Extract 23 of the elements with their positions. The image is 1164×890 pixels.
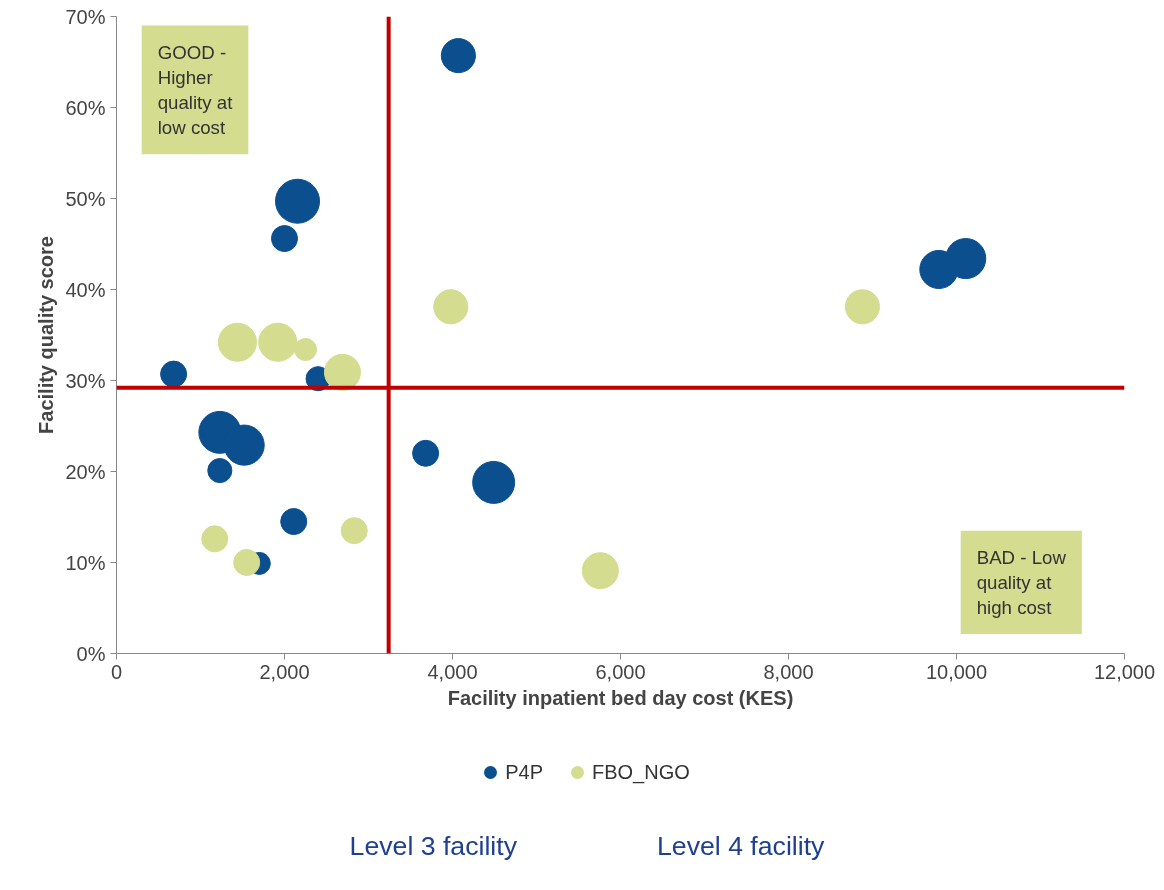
x-tick-label: 6,000 [595,660,646,683]
y-tick-label: 40% [65,278,106,301]
text: Level 4 facility [657,829,825,863]
y-tick-label: 10% [65,551,106,574]
legend-label: FBO_NGO [591,760,690,786]
x-tick-label: 4,000 [427,660,478,683]
x-tick-label: 0 [110,660,123,683]
y-tick-label: 70% [65,5,106,28]
legend-label: P4P [504,760,543,785]
y-tick-label: 60% [65,96,106,119]
y-tick-label: 50% [65,187,106,210]
x-tick-label: 2,000 [259,660,310,683]
x-axis-title: Facility inpatient bed day cost (KES) [447,686,794,709]
y-tick-label: 0% [76,642,106,665]
annotation: BAD - Low quality at high cost [976,546,1067,619]
y-tick-label: 20% [65,460,106,483]
y-tick-label: 30% [65,369,106,392]
x-tick-label: 12,000 [1093,660,1156,683]
annotation: GOOD - Higher quality at low cost [157,41,234,139]
y-axis-title: Facility quality score [35,236,58,434]
x-tick-label: 10,000 [925,660,988,683]
text: Level 3 facility [349,829,517,863]
x-tick-label: 8,000 [763,660,814,683]
